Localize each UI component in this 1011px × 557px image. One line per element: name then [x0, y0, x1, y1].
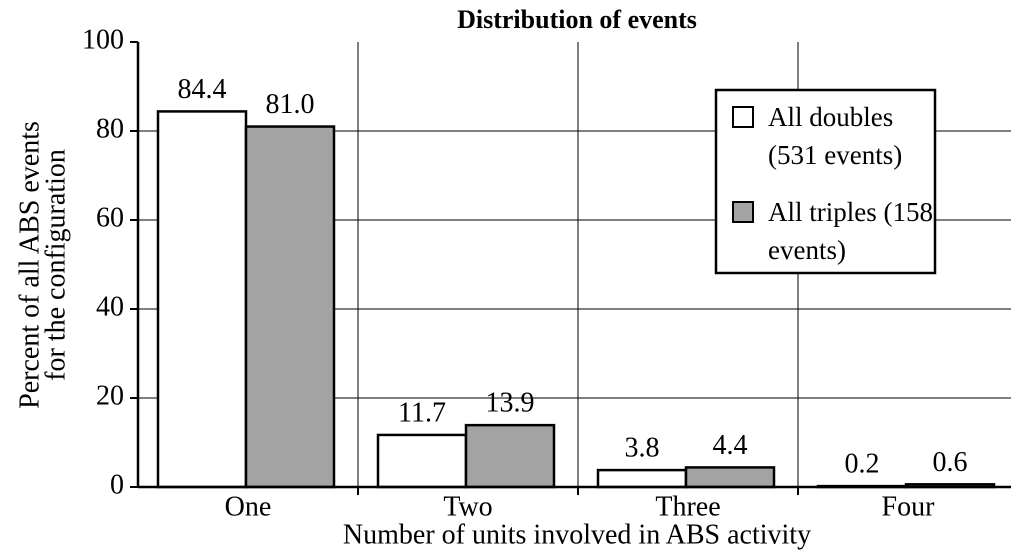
x-axis-label: Number of units involved in ABS activity: [343, 519, 811, 550]
x-tick-label: Two: [443, 491, 492, 522]
y-axis-label: for the configuration: [40, 149, 71, 381]
value-label: 3.8: [625, 433, 660, 464]
value-label: 0.6: [933, 447, 968, 478]
y-tick-label: 20: [96, 380, 124, 411]
bar: [156, 110, 248, 489]
chart-title: Distribution of events: [457, 5, 697, 34]
value-label: 4.4: [713, 430, 748, 461]
legend-label: All doubles (531 events): [768, 102, 903, 170]
bar: [244, 125, 336, 489]
y-tick-label: 100: [82, 24, 124, 55]
y-tick-label: 40: [96, 291, 124, 322]
x-tick-label: Three: [655, 491, 720, 522]
y-tick-label: 0: [110, 469, 124, 500]
x-tick-label: One: [225, 491, 272, 522]
bar: [684, 466, 776, 489]
y-tick-label: 60: [96, 202, 124, 233]
y-tick-label: 80: [96, 113, 124, 144]
value-label: 81.0: [266, 89, 315, 120]
y-axis-label: Percent of all ABS events: [14, 121, 45, 409]
bar: [376, 433, 468, 489]
x-tick-label: Four: [882, 491, 936, 522]
legend-swatch: [732, 106, 754, 128]
bar: [464, 423, 556, 489]
legend-swatch: [732, 201, 754, 223]
legend-label: All triples (158 events): [768, 197, 933, 265]
value-label: 0.2: [845, 449, 880, 480]
bar: [596, 468, 688, 489]
value-label: 11.7: [398, 397, 446, 428]
value-label: 84.4: [178, 74, 227, 105]
value-label: 13.9: [486, 388, 535, 419]
